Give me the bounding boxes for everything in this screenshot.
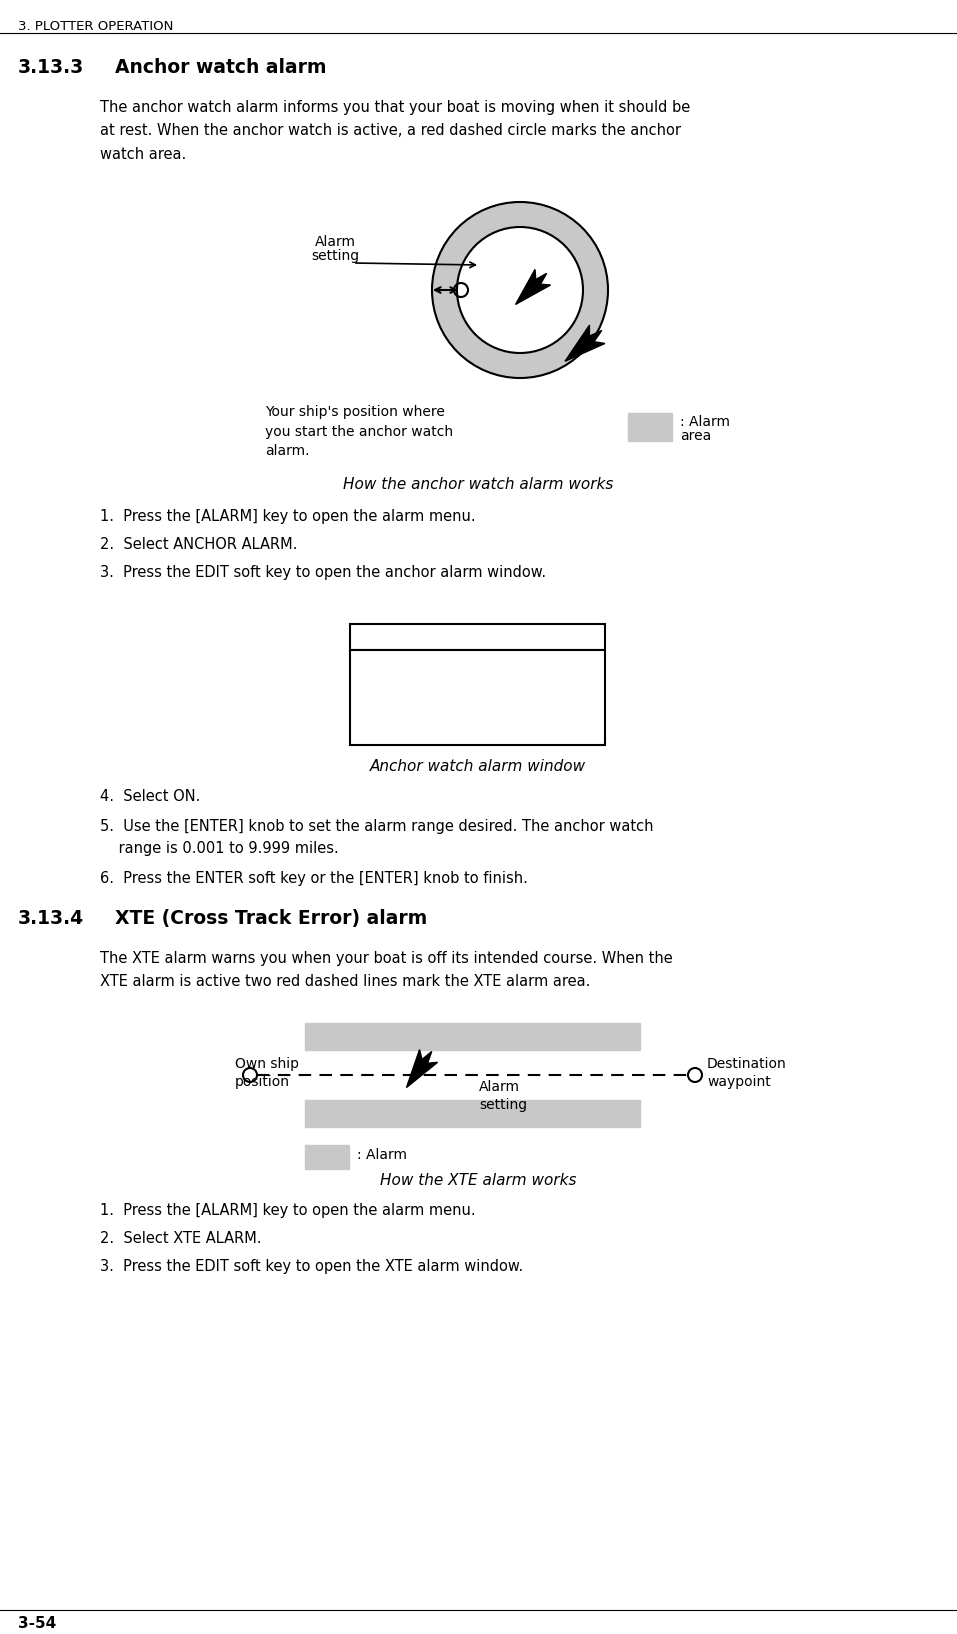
Text: Your ship's position where
you start the anchor watch
alarm.: Your ship's position where you start the… [265, 405, 453, 458]
Text: 1.  Press the [ALARM] key to open the alarm menu.: 1. Press the [ALARM] key to open the ala… [100, 1203, 476, 1217]
Text: area: area [680, 430, 711, 443]
Text: How the XTE alarm works: How the XTE alarm works [380, 1173, 576, 1188]
Text: 3. PLOTTER OPERATION: 3. PLOTTER OPERATION [18, 20, 173, 33]
Text: 3-54: 3-54 [18, 1616, 56, 1631]
Text: 2.  Select ANCHOR ALARM.: 2. Select ANCHOR ALARM. [100, 538, 298, 552]
Text: 4.  Select ON.: 4. Select ON. [100, 789, 200, 804]
Text: The XTE alarm warns you when your boat is off its intended course. When the
XTE : The XTE alarm warns you when your boat i… [100, 951, 673, 990]
Text: 5.  Use the [ENTER] knob to set the alarm range desired. The anchor watch
    ra: 5. Use the [ENTER] knob to set the alarm… [100, 819, 654, 856]
Text: How the anchor watch alarm works: How the anchor watch alarm works [343, 477, 613, 492]
Text: Own ship
position: Own ship position [235, 1057, 299, 1090]
Text: 2.  Select XTE ALARM.: 2. Select XTE ALARM. [100, 1230, 261, 1247]
Text: ○ OFF: ○ OFF [440, 693, 485, 708]
Text: ANCHOR ALARM: ANCHOR ALARM [418, 627, 537, 644]
Text: ◉ ON   0.050nm: ◉ ON 0.050nm [403, 673, 523, 688]
Text: 3.13.4: 3.13.4 [18, 909, 84, 928]
Bar [305, 1023, 640, 1051]
Text: ▼: ▼ [472, 712, 483, 727]
Text: The anchor watch alarm informs you that your boat is moving when it should be
at: The anchor watch alarm informs you that … [100, 100, 690, 162]
Bar [305, 1145, 349, 1168]
Text: : Alarm: : Alarm [357, 1149, 407, 1162]
Text: 1.  Press the [ALARM] key to open the alarm menu.: 1. Press the [ALARM] key to open the ala… [100, 510, 476, 525]
Polygon shape [516, 270, 550, 304]
Bar [628, 413, 672, 441]
Text: Anchor watch alarm: Anchor watch alarm [115, 57, 326, 77]
Text: 6.  Press the ENTER soft key or the [ENTER] knob to finish.: 6. Press the ENTER soft key or the [ENTE… [100, 871, 528, 886]
Text: 3.13.3: 3.13.3 [18, 57, 84, 77]
Text: 3.  Press the EDIT soft key to open the anchor alarm window.: 3. Press the EDIT soft key to open the a… [100, 565, 546, 580]
Text: XTE (Cross Track Error) alarm: XTE (Cross Track Error) alarm [115, 909, 427, 928]
Text: Destination
waypoint: Destination waypoint [707, 1057, 787, 1090]
Polygon shape [565, 325, 605, 361]
Text: 3.  Press the EDIT soft key to open the XTE alarm window.: 3. Press the EDIT soft key to open the X… [100, 1260, 523, 1275]
Text: Alarm: Alarm [315, 235, 355, 248]
Bar [305, 1100, 640, 1127]
Polygon shape [407, 1049, 437, 1088]
Bar [350, 650, 605, 745]
Text: : Alarm: : Alarm [680, 415, 730, 430]
Bar [350, 624, 605, 650]
Text: ▲: ▲ [472, 655, 483, 668]
Text: Alarm
setting: Alarm setting [479, 1080, 527, 1113]
Text: Anchor watch alarm window: Anchor watch alarm window [370, 760, 586, 775]
Text: setting: setting [311, 248, 359, 263]
